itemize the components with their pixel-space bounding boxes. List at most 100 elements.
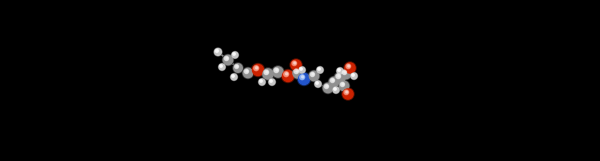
Circle shape [266,71,268,73]
Circle shape [259,79,265,85]
Circle shape [316,82,319,84]
Circle shape [346,91,348,93]
Circle shape [235,65,239,68]
Circle shape [301,76,304,78]
Circle shape [332,79,334,81]
Circle shape [317,66,323,74]
Circle shape [343,89,353,99]
Circle shape [296,70,298,72]
Circle shape [317,68,320,70]
Circle shape [231,74,237,80]
Circle shape [340,81,349,91]
Circle shape [232,52,239,58]
Circle shape [221,65,222,66]
Circle shape [233,63,243,73]
Circle shape [342,88,354,100]
Circle shape [226,57,228,59]
Circle shape [254,66,259,71]
Circle shape [340,82,344,87]
Circle shape [274,68,278,73]
Circle shape [223,55,233,65]
Circle shape [323,83,332,93]
Circle shape [315,81,321,87]
Circle shape [338,80,349,91]
Circle shape [272,66,284,78]
Circle shape [299,68,302,70]
Circle shape [351,73,357,79]
Circle shape [346,64,350,69]
Circle shape [352,74,355,76]
Circle shape [244,69,248,74]
Circle shape [291,60,301,70]
Circle shape [281,70,295,82]
Circle shape [273,67,283,77]
Circle shape [215,49,221,55]
Circle shape [298,72,311,85]
Circle shape [234,64,242,72]
Circle shape [220,65,223,67]
Circle shape [323,82,334,94]
Circle shape [314,80,322,87]
Circle shape [251,63,265,76]
Circle shape [269,79,275,85]
Circle shape [233,53,235,55]
Circle shape [292,67,304,79]
Circle shape [217,50,218,52]
Circle shape [301,68,302,70]
Circle shape [329,76,340,87]
Circle shape [341,69,350,79]
Circle shape [269,79,275,85]
Circle shape [286,73,288,75]
Circle shape [246,70,248,72]
Circle shape [317,67,323,73]
Circle shape [338,69,340,71]
Circle shape [331,78,335,83]
Circle shape [337,67,343,75]
Circle shape [275,69,278,71]
Circle shape [300,75,305,80]
Circle shape [230,74,238,80]
Circle shape [298,73,310,85]
Circle shape [343,70,347,75]
Circle shape [335,73,345,83]
Circle shape [335,88,336,90]
Circle shape [284,72,289,77]
Circle shape [218,63,226,71]
Circle shape [336,74,341,79]
Circle shape [292,61,296,66]
Circle shape [283,71,293,81]
Circle shape [334,72,346,84]
Circle shape [260,80,262,81]
Circle shape [260,80,262,82]
Circle shape [256,67,258,69]
Circle shape [350,72,358,80]
Circle shape [308,71,320,81]
Circle shape [312,73,314,75]
Circle shape [233,75,234,76]
Circle shape [214,48,222,56]
Circle shape [263,69,273,79]
Circle shape [332,86,340,94]
Circle shape [319,68,320,70]
Circle shape [345,63,355,73]
Circle shape [219,64,225,70]
Circle shape [299,67,305,73]
Circle shape [223,55,233,66]
Circle shape [299,66,305,74]
Circle shape [342,83,344,85]
Circle shape [224,56,229,61]
Circle shape [262,68,274,80]
Circle shape [341,68,352,80]
Circle shape [333,87,339,93]
Circle shape [233,53,235,55]
Circle shape [253,64,263,76]
Circle shape [232,75,235,77]
Circle shape [310,71,319,81]
Circle shape [353,74,354,76]
Circle shape [344,62,356,74]
Circle shape [329,77,338,87]
Circle shape [290,59,302,71]
Circle shape [293,62,296,64]
Circle shape [242,67,254,79]
Circle shape [338,69,340,71]
